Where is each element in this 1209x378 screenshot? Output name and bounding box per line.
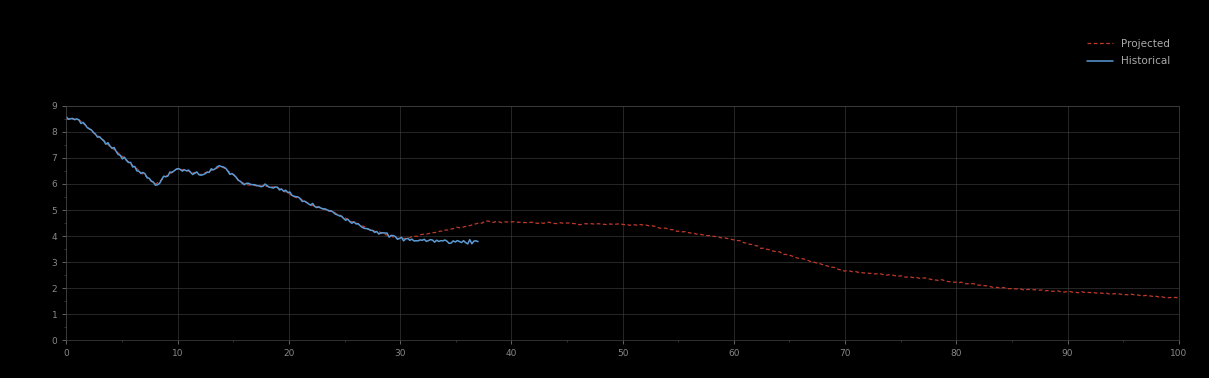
Line: Historical: Historical — [66, 117, 478, 244]
Projected — [870, 271, 885, 276]
Projected — [424, 231, 439, 235]
Projected — [59, 117, 74, 122]
Historical — [59, 115, 74, 119]
Historical — [461, 242, 475, 246]
Projected — [762, 247, 776, 252]
Projected — [864, 271, 879, 276]
Historical — [169, 167, 184, 172]
Projected — [196, 172, 210, 176]
Line: Projected: Projected — [66, 118, 1179, 298]
Legend: Projected, Historical: Projected, Historical — [1083, 36, 1174, 70]
Projected — [62, 116, 76, 121]
Historical — [435, 239, 450, 243]
Historical — [85, 128, 99, 132]
Historical — [470, 239, 485, 244]
Projected — [1172, 296, 1186, 301]
Historical — [450, 238, 464, 243]
Historical — [76, 120, 91, 125]
Historical — [135, 170, 150, 175]
Projected — [503, 220, 517, 225]
